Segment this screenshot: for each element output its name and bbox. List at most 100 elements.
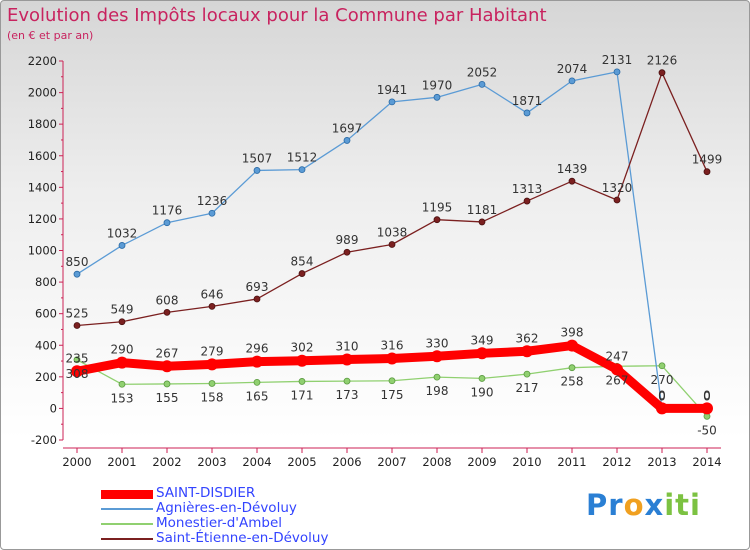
data-label: 1499	[692, 153, 723, 167]
logo-part-2: o	[623, 488, 645, 522]
data-label: 0	[703, 388, 711, 402]
data-point	[253, 167, 261, 174]
proxiti-logo: Proxiti	[586, 488, 701, 522]
data-label: 693	[246, 280, 269, 294]
x-tick-label: 2008	[422, 455, 451, 469]
data-point	[343, 377, 351, 385]
data-label: 854	[291, 255, 314, 269]
data-point	[658, 362, 666, 370]
legend-swatch	[101, 508, 153, 510]
data-point	[568, 177, 576, 185]
data-label: 171	[291, 388, 314, 402]
x-tick-label: 2006	[332, 455, 361, 469]
x-tick-label: 2014	[692, 455, 721, 469]
x-tick-label: 2012	[602, 455, 631, 469]
x-tick-label: 2004	[242, 455, 271, 469]
legend-label: Monestier-d'Ambel	[156, 515, 283, 531]
data-point	[118, 318, 126, 326]
data-point	[163, 380, 171, 388]
legend-swatch	[101, 523, 153, 525]
x-tick-label: 2005	[287, 455, 316, 469]
legend-label: Agnières-en-Dévoluy	[156, 500, 297, 516]
data-point	[703, 168, 711, 176]
data-label: 290	[111, 343, 134, 357]
x-tick-label: 2011	[557, 455, 586, 469]
x-tick-label: 2010	[512, 455, 541, 469]
data-label: 316	[381, 339, 404, 353]
data-point	[298, 270, 306, 277]
logo-part-4: iti	[664, 488, 701, 522]
y-tick-label: 200	[35, 370, 57, 384]
x-tick-label: 2007	[377, 455, 406, 469]
data-label: 267	[606, 373, 629, 387]
data-label: 310	[336, 339, 359, 353]
data-point	[613, 196, 621, 204]
chart-title: Evolution des Impôts locaux pour la Comm…	[7, 5, 547, 26]
data-point	[118, 242, 126, 249]
legend-swatch	[101, 490, 153, 499]
data-label: 217	[516, 381, 539, 395]
data-point	[566, 339, 578, 352]
data-point	[478, 375, 486, 382]
data-point	[478, 218, 486, 226]
data-point	[253, 295, 261, 303]
y-tick-label: 1200	[28, 212, 57, 226]
data-point	[523, 370, 531, 378]
data-point	[161, 360, 173, 373]
data-point	[298, 378, 306, 385]
data-point	[476, 347, 488, 360]
y-tick-label: 2200	[28, 54, 57, 68]
legend-label: Saint-Étienne-en-Dévoluy	[156, 530, 329, 546]
data-point	[73, 356, 81, 364]
y-tick-label: 1000	[28, 244, 57, 258]
data-label: 155	[156, 391, 179, 405]
data-point	[701, 402, 713, 415]
data-label: 165	[246, 389, 269, 403]
data-label: 330	[426, 336, 449, 350]
y-tick-label: -200	[31, 433, 57, 447]
data-label: 1507	[242, 151, 273, 165]
data-label: 1181	[467, 203, 498, 217]
data-label: 398	[561, 326, 584, 340]
series-line	[76, 72, 708, 327]
data-label: 1697	[332, 121, 363, 135]
legend-label: SAINT-DISDIER	[156, 485, 256, 501]
data-point	[521, 345, 533, 358]
data-label: 1176	[152, 204, 183, 218]
data-label: 349	[471, 333, 494, 347]
data-point	[343, 248, 351, 256]
data-label: 1320	[602, 181, 633, 195]
y-tick-label: 2000	[28, 86, 57, 100]
data-point	[611, 363, 623, 376]
data-label: 1195	[422, 201, 453, 215]
data-point	[613, 68, 621, 76]
data-point	[341, 353, 353, 366]
data-point	[116, 356, 128, 369]
data-point	[523, 109, 531, 117]
data-label: 1439	[557, 162, 588, 176]
x-tick-label: 2013	[647, 455, 676, 469]
data-label: -50	[697, 423, 717, 437]
x-tick-label: 2009	[467, 455, 496, 469]
data-point	[431, 350, 443, 363]
data-point	[386, 352, 398, 365]
data-label: 198	[426, 384, 449, 398]
data-label: 989	[336, 233, 359, 247]
data-label: 646	[201, 287, 224, 301]
data-point	[73, 322, 81, 329]
data-label: 0	[703, 389, 711, 403]
data-label: 296	[246, 342, 269, 356]
data-point	[433, 93, 441, 101]
x-tick-label: 2000	[62, 455, 91, 469]
data-label: 850	[66, 255, 89, 269]
y-tick-label: 400	[35, 338, 57, 352]
data-point	[433, 373, 441, 381]
x-tick-label: 2001	[107, 455, 136, 469]
data-point	[658, 69, 666, 77]
data-point	[388, 241, 396, 248]
data-point	[253, 378, 261, 386]
data-label: 173	[336, 388, 359, 402]
data-label: 1032	[107, 226, 138, 240]
data-label: 158	[201, 390, 224, 404]
